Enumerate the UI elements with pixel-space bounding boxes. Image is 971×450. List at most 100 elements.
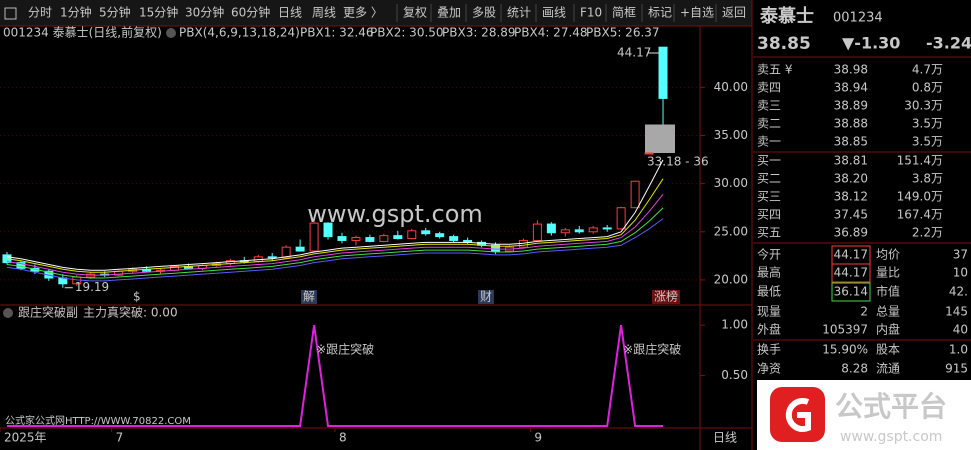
toolbar-button[interactable]: +自选 bbox=[680, 6, 714, 20]
period-tab[interactable]: 1分钟 bbox=[60, 5, 92, 20]
book-label: 买五 bbox=[757, 226, 781, 240]
price-change: ▼-1.30 bbox=[842, 34, 900, 53]
ma-line bbox=[6, 218, 664, 282]
stat-value: 44.17 bbox=[834, 248, 868, 262]
stat-label: 市值 bbox=[876, 284, 900, 299]
ma-line bbox=[6, 193, 664, 276]
candle-body bbox=[546, 223, 556, 234]
gap-box bbox=[645, 124, 675, 154]
ma-line bbox=[6, 178, 664, 273]
stat-label: 外盘 bbox=[757, 322, 781, 337]
y-tick-label: 20.00 bbox=[714, 272, 748, 286]
y-tick-label: 30.00 bbox=[714, 176, 748, 190]
candle-body bbox=[309, 222, 319, 252]
book-volume: 3.5万 bbox=[912, 135, 943, 149]
toolbar-button[interactable]: 简框 bbox=[612, 6, 636, 20]
candle-body bbox=[449, 236, 459, 241]
period-label[interactable]: 日线 bbox=[713, 431, 737, 445]
stat-value: 1.0 bbox=[949, 343, 968, 357]
candle-body bbox=[588, 227, 598, 233]
toolbar-button[interactable]: 复权 bbox=[403, 6, 427, 20]
book-price: 38.89 bbox=[834, 99, 868, 113]
event-marker[interactable]: 财 bbox=[480, 290, 492, 304]
stat-value: 915 bbox=[945, 362, 968, 376]
book-label: 卖一 bbox=[757, 135, 781, 149]
book-price: 38.12 bbox=[834, 190, 868, 204]
stat-value: 8.28 bbox=[841, 362, 868, 376]
toolbar-button[interactable]: 统计 bbox=[507, 6, 531, 20]
candle-body bbox=[379, 235, 389, 242]
book-label: 卖二 bbox=[757, 117, 781, 131]
stat-value: 10 bbox=[953, 266, 968, 280]
legend-entry: PBX3: 28.89 bbox=[442, 26, 516, 40]
book-volume: 3.8万 bbox=[912, 172, 943, 186]
low-label: 19.19 bbox=[75, 280, 109, 294]
indicator-legend: 主力真突破: 0.00 bbox=[83, 305, 178, 320]
period-tab[interactable]: 60分钟 bbox=[231, 5, 270, 20]
stock-code: 001234 bbox=[833, 11, 883, 26]
chart-title: 001234 泰慕士(日线,前复权) bbox=[3, 25, 162, 40]
indicator-icon[interactable] bbox=[3, 308, 13, 318]
high-label: 44.17 bbox=[617, 46, 651, 60]
watermark: 公式家公式网HTTP://WWW.70822.COM bbox=[5, 414, 191, 427]
toolbar-button[interactable]: 标记 bbox=[648, 6, 672, 20]
stat-label: 最低 bbox=[757, 285, 781, 299]
indicator-icon[interactable] bbox=[166, 28, 176, 38]
event-marker[interactable]: 涨榜 bbox=[654, 289, 678, 304]
book-volume: 167.4万 bbox=[897, 208, 943, 222]
book-volume: 3.5万 bbox=[912, 117, 943, 131]
y-tick-label: 40.00 bbox=[714, 80, 748, 94]
book-price: 38.88 bbox=[834, 117, 868, 131]
legend-entry: PBX2: 30.50 bbox=[370, 26, 444, 40]
book-label: 卖四 bbox=[757, 81, 781, 95]
candle-body bbox=[435, 233, 445, 238]
x-tick-label: 7 bbox=[116, 431, 124, 445]
stat-value: 37 bbox=[953, 248, 968, 262]
period-tab[interactable]: 日线 bbox=[278, 6, 302, 20]
period-tab[interactable]: 30分钟 bbox=[185, 5, 224, 20]
candle-body bbox=[658, 46, 668, 99]
period-tab[interactable]: 15分钟 bbox=[139, 5, 178, 20]
candle-body bbox=[491, 244, 501, 252]
candle-body bbox=[2, 254, 12, 264]
candle-body bbox=[365, 237, 375, 242]
book-label: 卖三 bbox=[757, 99, 781, 113]
stat-value: 2 bbox=[860, 305, 868, 319]
book-price: 38.85 bbox=[834, 135, 868, 149]
toolbar-button[interactable]: 返回 bbox=[722, 6, 746, 20]
candle-body bbox=[393, 235, 403, 240]
book-price: 37.45 bbox=[834, 208, 868, 222]
price-change-pct: -3.24 bbox=[926, 34, 971, 53]
period-tab[interactable]: 分时 bbox=[28, 6, 52, 20]
book-label: 卖五 ¥ bbox=[757, 63, 793, 77]
ma-line bbox=[6, 207, 664, 279]
stat-value: 42. bbox=[949, 285, 968, 299]
event-marker[interactable]: 解 bbox=[303, 290, 315, 304]
value-box bbox=[831, 282, 871, 302]
toolbar-button[interactable]: 多股 bbox=[472, 6, 496, 20]
book-volume: 30.3万 bbox=[904, 99, 943, 113]
stat-value: 15.90% bbox=[822, 343, 868, 357]
toolbar-button[interactable]: 叠加 bbox=[437, 6, 461, 20]
stat-label: 最高 bbox=[757, 265, 781, 280]
event-marker[interactable]: $ bbox=[133, 290, 141, 304]
period-tab[interactable]: 更多 〉 bbox=[343, 6, 383, 20]
stat-label: 内盘 bbox=[876, 322, 900, 337]
logo-title: 公式平台 bbox=[835, 390, 947, 423]
candle-body bbox=[323, 222, 333, 238]
toolbar-button[interactable]: F10 bbox=[580, 6, 602, 20]
toolbar-button[interactable]: 画线 bbox=[542, 6, 566, 20]
period-tab[interactable]: 周线 bbox=[312, 6, 336, 20]
x-tick-label: 9 bbox=[534, 431, 542, 445]
menu-icon[interactable] bbox=[4, 7, 17, 20]
candle-body bbox=[616, 207, 626, 230]
book-label: 买四 bbox=[757, 208, 781, 222]
stat-label: 换手 bbox=[757, 343, 781, 357]
stat-value: 105397 bbox=[822, 323, 868, 337]
toolbar bbox=[0, 0, 752, 26]
stat-label: 流通 bbox=[876, 362, 900, 376]
period-tab[interactable]: 5分钟 bbox=[99, 5, 131, 20]
book-label: 买二 bbox=[757, 172, 781, 186]
